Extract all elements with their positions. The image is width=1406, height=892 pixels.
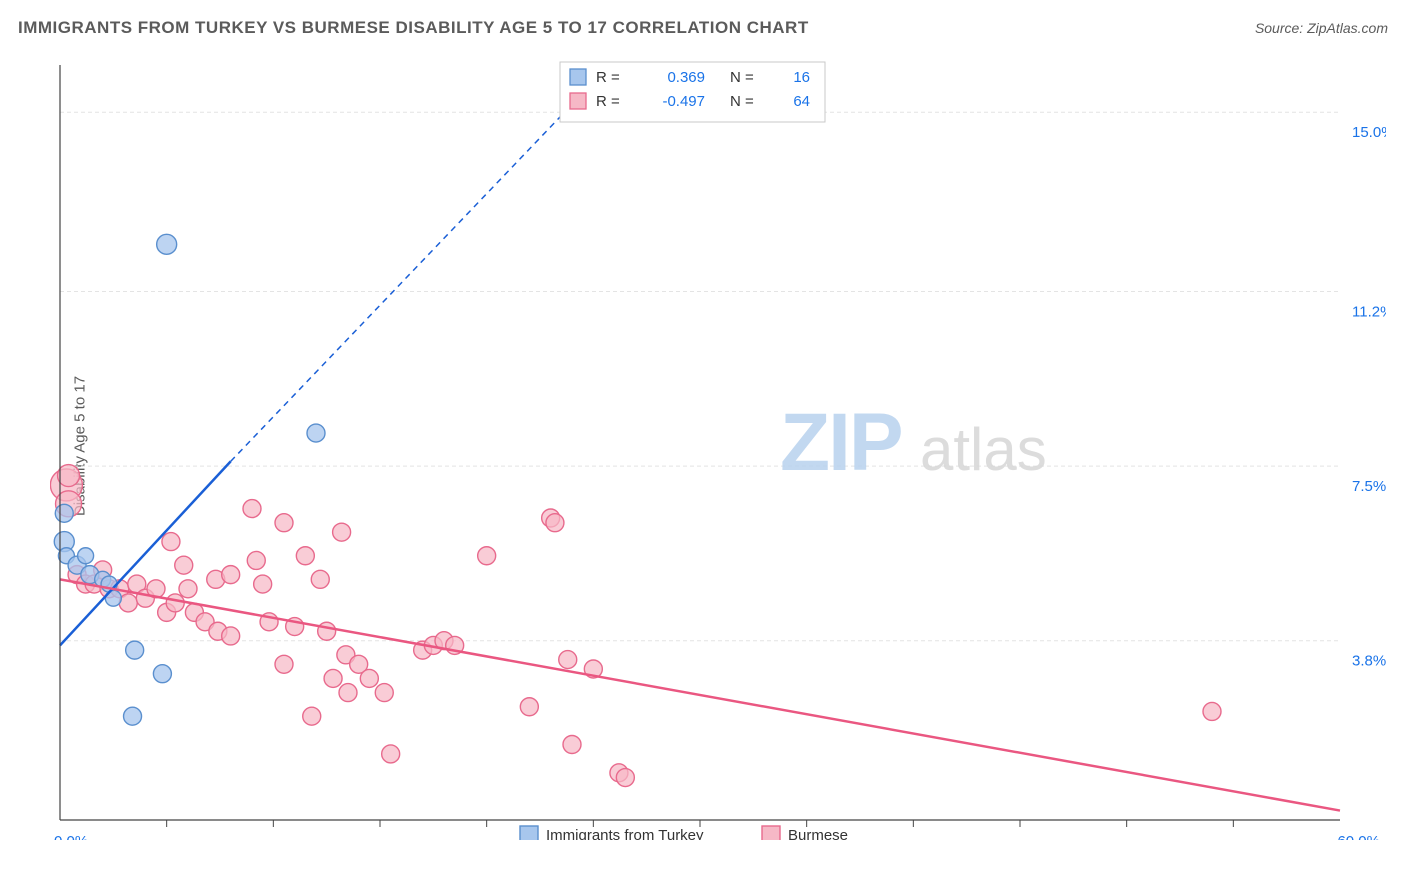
correlation-scatter-chart: 3.8% 7.5% 11.2% 15.0% ZIP atlas 0.0% 60.0% Immig… bbox=[50, 50, 1386, 840]
y-tick-label: 3.8% bbox=[1352, 653, 1386, 670]
legend-label: Immigrants from Turkey bbox=[546, 827, 704, 840]
burmese-point bbox=[324, 669, 342, 687]
burmese-point bbox=[616, 769, 634, 787]
burmese-trend-line bbox=[60, 579, 1340, 810]
y-tick-label: 7.5% bbox=[1352, 478, 1386, 495]
stats-r-label: R = bbox=[596, 93, 620, 110]
stats-n-value: 16 bbox=[793, 69, 810, 86]
turkey-point bbox=[157, 234, 177, 254]
burmese-point bbox=[382, 745, 400, 763]
burmese-point bbox=[546, 514, 564, 532]
chart-title: IMMIGRANTS FROM TURKEY VS BURMESE DISABI… bbox=[18, 18, 809, 38]
stats-r-value: 0.369 bbox=[667, 69, 705, 86]
burmese-point bbox=[275, 514, 293, 532]
stats-n-value: 64 bbox=[793, 93, 810, 110]
watermark-zip: ZIP bbox=[780, 397, 902, 488]
burmese-point bbox=[563, 736, 581, 754]
burmese-point bbox=[339, 684, 357, 702]
stats-n-label: N = bbox=[730, 93, 754, 110]
burmese-point bbox=[58, 465, 80, 487]
legend-swatch bbox=[520, 826, 538, 840]
turkey-point bbox=[124, 707, 142, 725]
turkey-point bbox=[307, 424, 325, 442]
burmese-point bbox=[254, 575, 272, 593]
burmese-point bbox=[222, 627, 240, 645]
burmese-point bbox=[243, 500, 261, 518]
stats-r-label: R = bbox=[596, 69, 620, 86]
burmese-point bbox=[318, 622, 336, 640]
burmese-point bbox=[175, 556, 193, 574]
turkey-trend-extension bbox=[231, 65, 610, 461]
x-max-label: 60.0% bbox=[1337, 833, 1380, 840]
legend-label: Burmese bbox=[788, 827, 848, 840]
burmese-point bbox=[303, 707, 321, 725]
turkey-point bbox=[78, 548, 94, 564]
stats-n-label: N = bbox=[730, 69, 754, 86]
source-attribution: Source: ZipAtlas.com bbox=[1255, 20, 1388, 36]
turkey-point bbox=[153, 665, 171, 683]
burmese-point bbox=[179, 580, 197, 598]
burmese-point bbox=[162, 533, 180, 551]
x-min-label: 0.0% bbox=[54, 833, 88, 840]
legend-swatch bbox=[762, 826, 780, 840]
burmese-point bbox=[375, 684, 393, 702]
y-tick-label: 11.2% bbox=[1352, 304, 1386, 321]
burmese-point bbox=[478, 547, 496, 565]
burmese-point bbox=[119, 594, 137, 612]
burmese-point bbox=[520, 698, 538, 716]
burmese-point bbox=[222, 566, 240, 584]
stats-swatch bbox=[570, 93, 586, 109]
burmese-point bbox=[559, 651, 577, 669]
y-tick-label: 15.0% bbox=[1352, 124, 1386, 141]
watermark-atlas: atlas bbox=[920, 416, 1047, 483]
burmese-point bbox=[296, 547, 314, 565]
burmese-point bbox=[1203, 702, 1221, 720]
turkey-point bbox=[126, 641, 144, 659]
stats-swatch bbox=[570, 69, 586, 85]
stats-r-value: -0.497 bbox=[662, 93, 705, 110]
turkey-point bbox=[55, 504, 73, 522]
burmese-point bbox=[311, 570, 329, 588]
burmese-point bbox=[333, 523, 351, 541]
burmese-point bbox=[166, 594, 184, 612]
burmese-point bbox=[275, 655, 293, 673]
burmese-point bbox=[247, 551, 265, 569]
burmese-point bbox=[360, 669, 378, 687]
